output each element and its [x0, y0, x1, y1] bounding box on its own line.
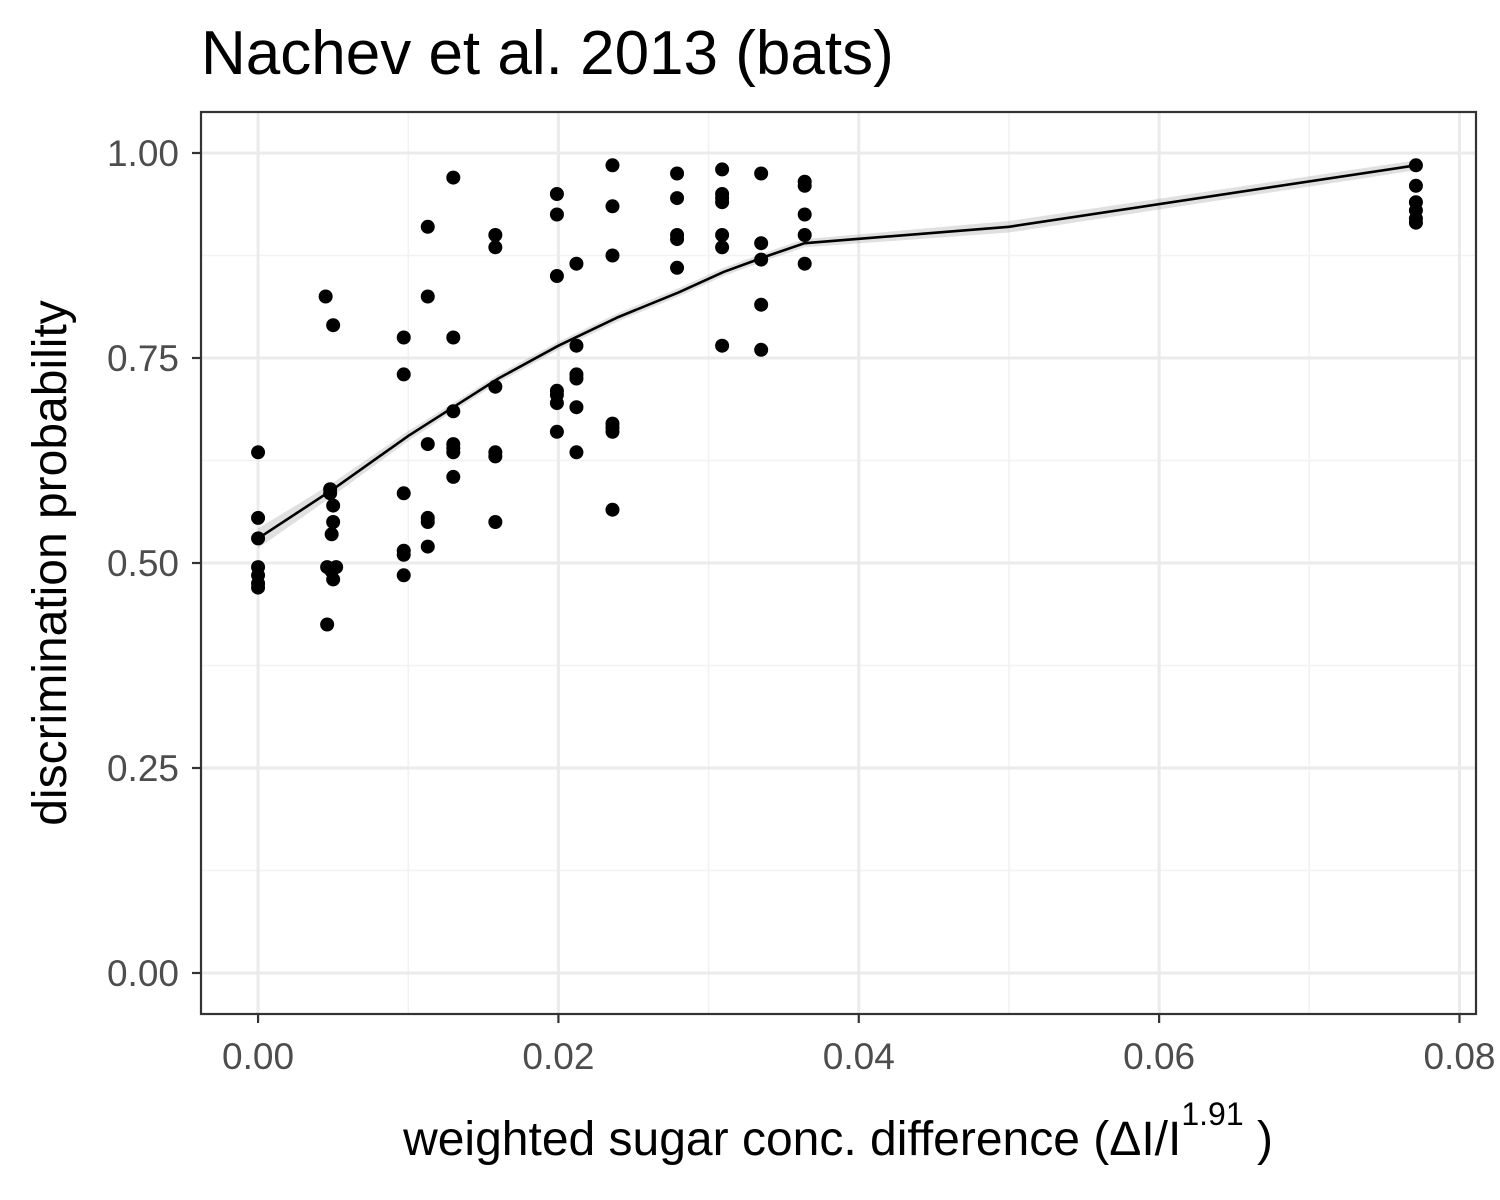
data-point-65: [670, 191, 685, 206]
data-point-58: [605, 199, 620, 214]
data-point-45: [549, 207, 564, 222]
data-point-85: [797, 256, 812, 271]
data-point-17: [326, 572, 341, 587]
data-point-62: [605, 424, 620, 439]
data-point-64: [670, 166, 685, 181]
data-point-42: [488, 449, 503, 464]
data-point-36: [446, 445, 461, 460]
y-tick-label-1: 0.25: [107, 748, 179, 789]
fit-line: [257, 164, 1417, 540]
data-point-74: [715, 240, 730, 255]
data-point-80: [754, 342, 769, 357]
data-point-7: [318, 289, 333, 304]
data-point-31: [446, 170, 461, 185]
data-point-68: [670, 260, 685, 275]
data-point-51: [569, 256, 584, 271]
data-point-69: [715, 162, 730, 177]
data-point-39: [488, 240, 503, 255]
data-point-23: [396, 547, 411, 562]
data-point-37: [446, 469, 461, 484]
y-tick-label-3: 0.75: [107, 338, 179, 379]
data-point-78: [754, 252, 769, 267]
data-point-43: [488, 515, 503, 529]
data-point-0: [251, 445, 266, 460]
x-axis-title-superscript: 1.91: [1181, 1096, 1243, 1132]
data-point-83: [797, 207, 812, 222]
data-point-40: [488, 379, 503, 394]
data-point-44: [549, 187, 564, 201]
data-point-46: [549, 269, 564, 283]
y-tick-label-4: 1.00: [107, 133, 179, 174]
fit-band-layer: [258, 160, 1416, 549]
chart-title: Nachev et al. 2013 (bats): [201, 19, 894, 88]
grid: [201, 112, 1476, 1014]
y-axis-title: discrimination probability: [24, 300, 77, 826]
data-point-38: [488, 228, 503, 242]
data-point-32: [446, 330, 461, 345]
data-point-72: [715, 195, 730, 210]
points-layer: [251, 158, 1423, 632]
y-tick-label-2: 0.50: [107, 543, 179, 584]
x-axis-title-close: ): [1244, 1113, 1273, 1166]
x-tick-label-1: 0.02: [522, 1036, 594, 1077]
data-point-19: [396, 330, 411, 345]
data-point-57: [605, 158, 620, 173]
data-point-52: [569, 338, 584, 353]
data-point-18: [329, 560, 344, 575]
data-point-50: [549, 424, 564, 439]
data-point-75: [715, 338, 730, 353]
data-point-25: [420, 219, 435, 234]
data-point-2: [251, 531, 266, 546]
data-point-33: [446, 404, 461, 419]
data-point-20: [396, 367, 411, 382]
data-point-15: [326, 498, 341, 513]
data-point-76: [754, 166, 769, 181]
data-point-91: [1408, 215, 1423, 230]
data-point-63: [605, 502, 620, 517]
data-point-73: [715, 228, 730, 242]
data-point-84: [797, 228, 812, 242]
data-point-24: [396, 568, 411, 583]
data-point-14: [326, 318, 341, 333]
data-point-87: [1408, 178, 1423, 193]
x-axis: 0.00 0.02 0.04 0.06 0.08: [222, 1014, 1495, 1077]
x-tick-label-2: 0.04: [823, 1036, 895, 1077]
x-tick-label-4: 0.08: [1423, 1036, 1495, 1077]
data-point-21: [396, 486, 411, 501]
data-point-27: [420, 437, 435, 452]
data-point-13: [320, 617, 335, 632]
x-tick-label-0: 0.00: [222, 1036, 294, 1077]
data-point-9: [323, 486, 338, 501]
data-point-30: [420, 539, 435, 554]
data-point-26: [420, 289, 435, 304]
data-point-16: [326, 515, 341, 529]
data-point-6: [251, 580, 266, 595]
y-axis: 0.00 0.25 0.50 0.75 1.00: [107, 133, 201, 994]
data-point-55: [569, 400, 584, 415]
fit-line-layer: [257, 164, 1417, 540]
data-point-77: [754, 236, 769, 251]
data-point-86: [1408, 158, 1423, 173]
data-point-1: [251, 510, 266, 525]
data-point-82: [797, 178, 812, 193]
data-point-67: [670, 232, 685, 247]
data-point-59: [605, 248, 620, 263]
data-point-10: [324, 527, 339, 542]
fit-confidence-band: [258, 160, 1416, 549]
y-tick-label-0: 0.00: [107, 953, 179, 994]
data-point-29: [420, 515, 435, 529]
data-point-79: [754, 297, 769, 312]
x-axis-title-main: weighted sugar conc. difference (ΔI/I: [402, 1113, 1181, 1166]
x-axis-title: weighted sugar conc. difference (ΔI/I1.9…: [402, 1096, 1273, 1166]
data-point-56: [569, 445, 584, 460]
x-tick-label-3: 0.06: [1123, 1036, 1195, 1077]
data-point-49: [549, 396, 564, 411]
data-point-54: [569, 371, 584, 386]
